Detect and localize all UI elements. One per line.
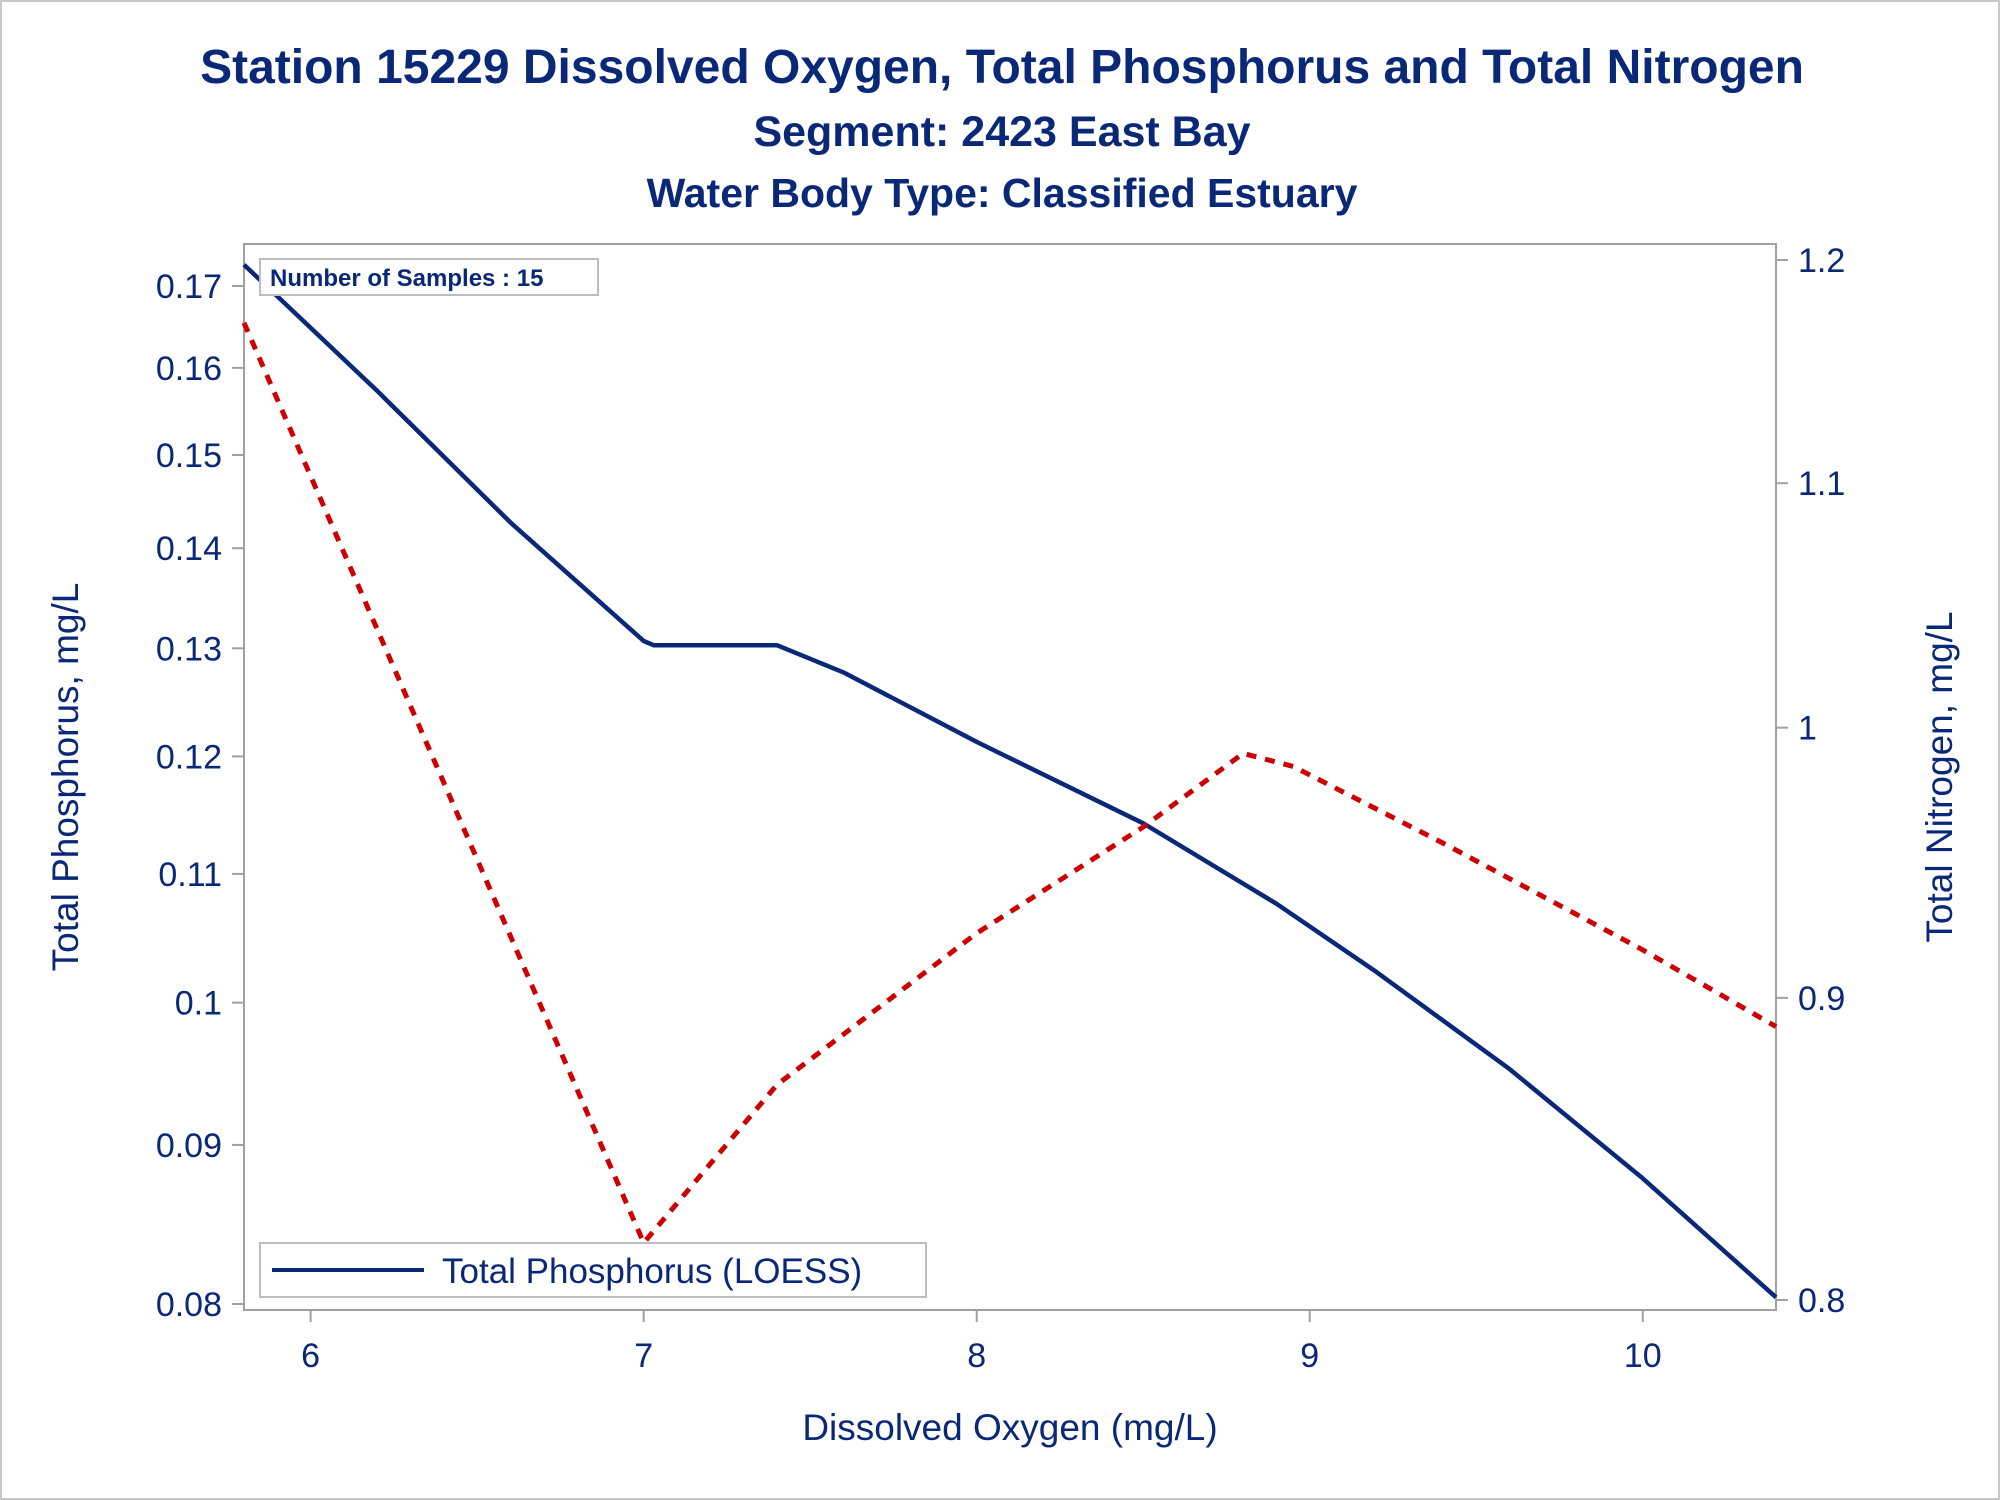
y-left-tick-label: 0.16	[156, 350, 222, 388]
chart-title: Station 15229 Dissolved Oxygen, Total Ph…	[200, 41, 1804, 94]
x-tick-label: 6	[301, 1337, 320, 1375]
chart-subtitle-water-body: Water Body Type: Classified Estuary	[646, 170, 1358, 216]
sample-count-box: Number of Samples : 15	[259, 258, 599, 296]
x-tick-label: 9	[1300, 1337, 1319, 1375]
chart-subtitle-segment: Segment: 2423 East Bay	[753, 108, 1251, 156]
y-left-tick-label: 0.17	[156, 268, 222, 306]
series-layer	[241, 263, 1778, 1299]
y-axis-left: 0.08 0.09 0.1 0.11 0.12 0.13 0.14 0.15 0.16 0.17	[156, 268, 244, 1324]
x-axis-label: Dissolved Oxygen (mg/L)	[802, 1407, 1217, 1448]
y-left-tick-label: 0.11	[158, 856, 222, 894]
plot-area	[243, 243, 1777, 1311]
y-left-tick-label: 0.14	[156, 530, 222, 568]
legend-label-phosphorus: Total Phosphorus (LOESS)	[442, 1252, 862, 1291]
x-tick-label: 10	[1624, 1337, 1662, 1375]
y-left-tick-label: 0.15	[156, 437, 222, 475]
y-left-tick-label: 0.12	[156, 738, 222, 776]
y-left-tick-label: 0.13	[156, 630, 222, 668]
legend: Total Phosphorus (LOESS)	[259, 1242, 927, 1298]
y-axis-right: 0.8 0.9 1 1.1 1.2	[1776, 242, 1845, 1320]
y-right-tick-label: 0.8	[1798, 1282, 1845, 1320]
y-right-tick-label: 1.2	[1798, 242, 1845, 280]
x-tick-label: 8	[967, 1337, 986, 1375]
x-tick-label: 7	[634, 1337, 653, 1375]
y-axis-right-label: Total Nitrogen, mg/L	[1919, 611, 1960, 942]
sample-count-text: Number of Samples : 15	[270, 265, 543, 292]
x-axis: 6 7 8 9 10	[301, 1310, 1662, 1375]
series-line-nitrogen	[241, 321, 1778, 1246]
y-axis-left-label: Total Phosphorus, mg/L	[45, 583, 86, 972]
series-line-phosphorus	[242, 263, 1778, 1299]
y-left-tick-label: 0.08	[156, 1286, 222, 1324]
y-left-tick-label: 0.09	[156, 1127, 222, 1165]
y-left-tick-label: 0.1	[175, 985, 222, 1023]
y-right-tick-label: 1.1	[1798, 465, 1845, 503]
y-right-tick-label: 1	[1798, 710, 1817, 748]
y-right-tick-label: 0.9	[1798, 980, 1845, 1018]
